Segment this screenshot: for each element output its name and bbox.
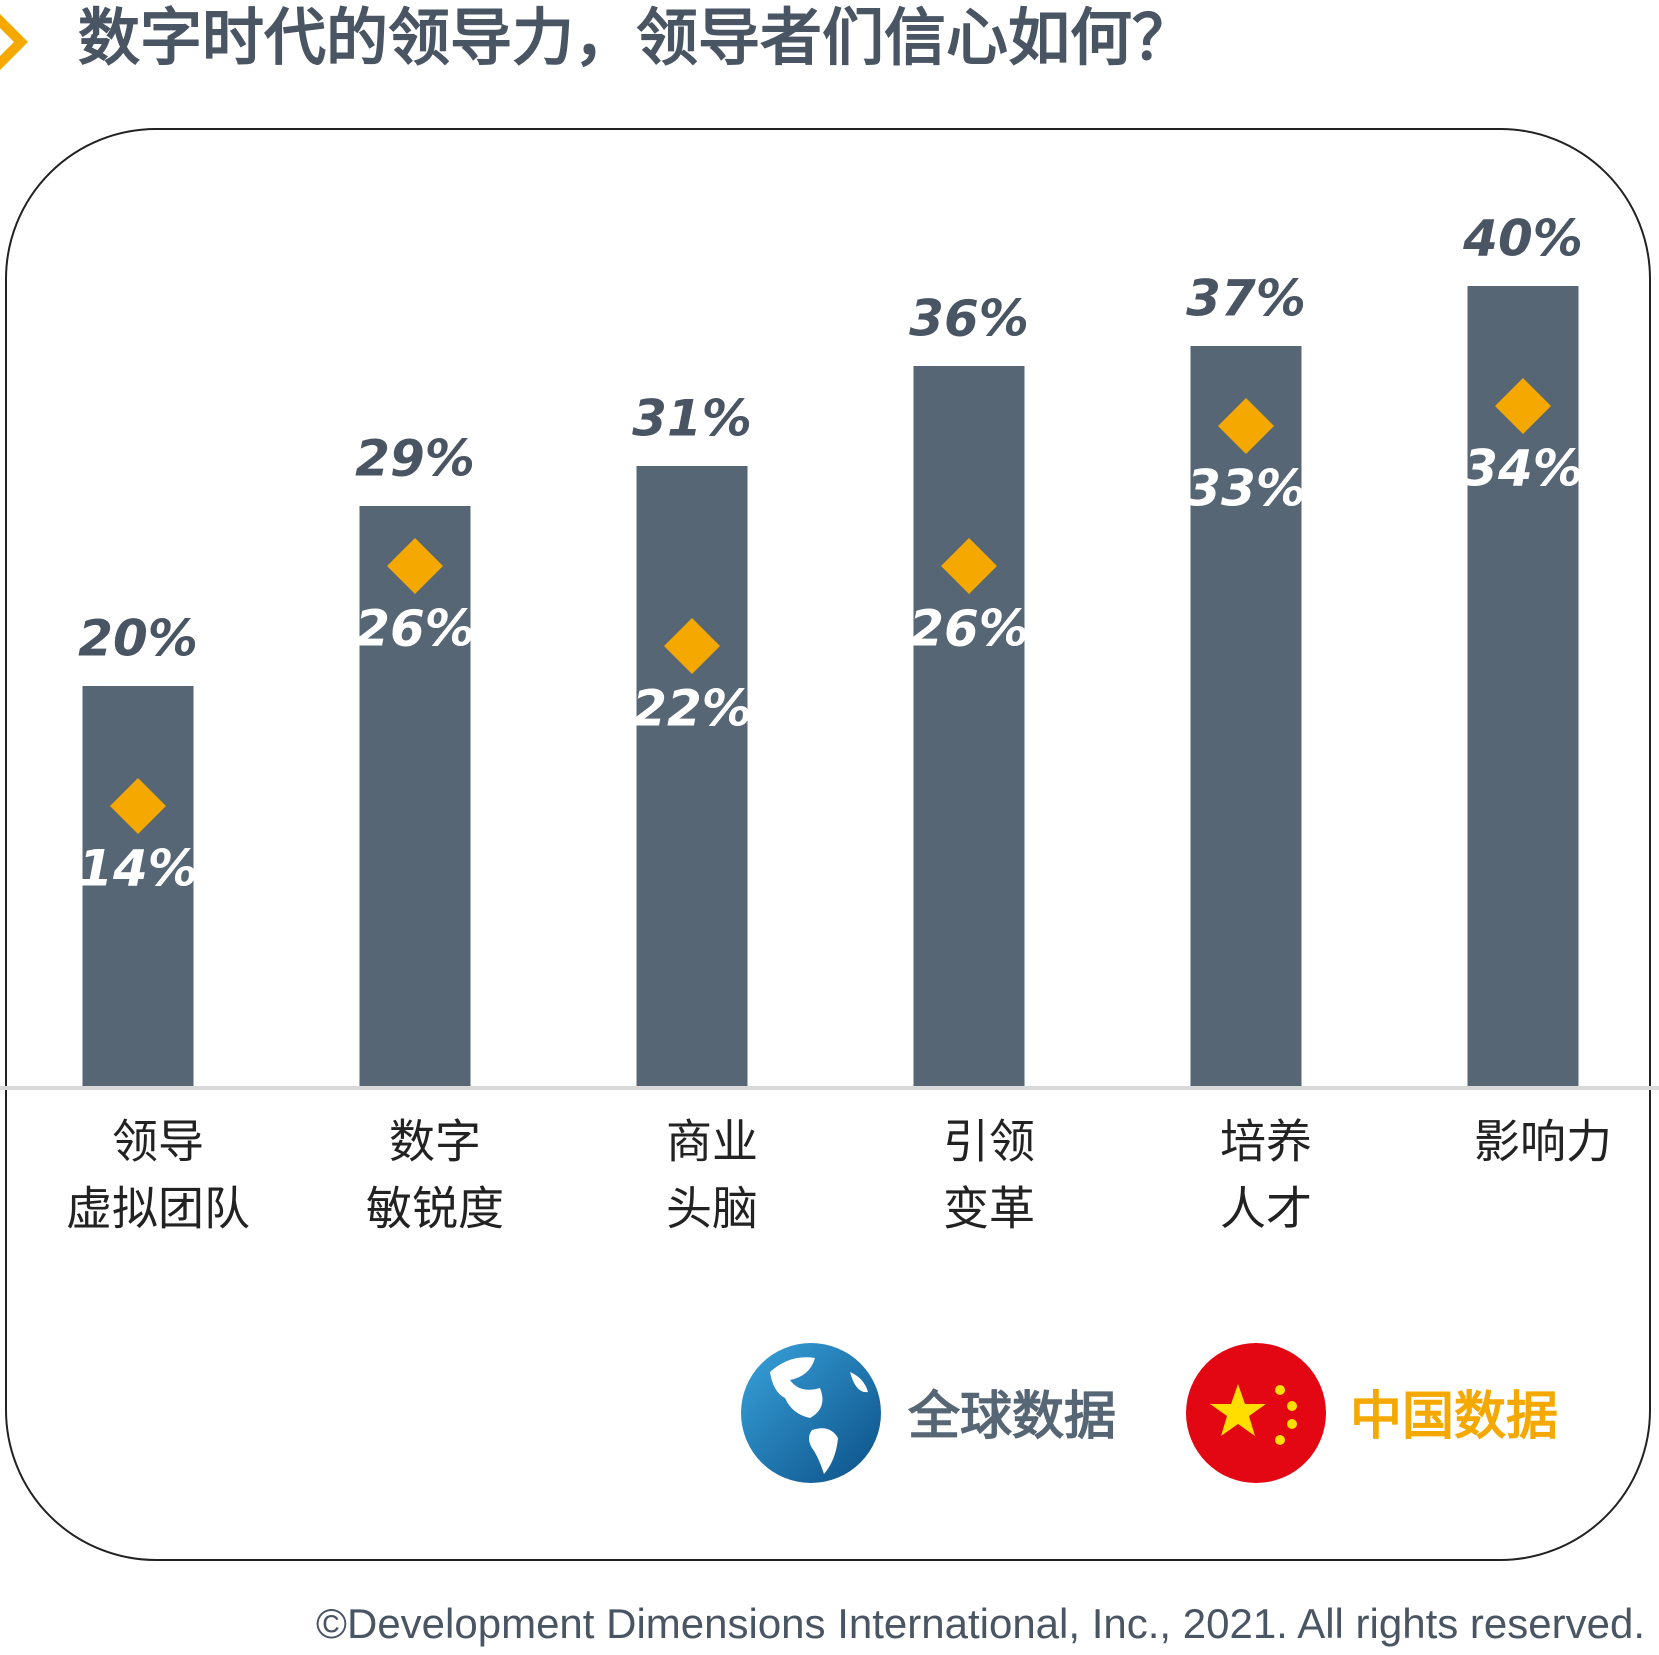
value-label: 40% xyxy=(1462,210,1583,268)
value-label: 20% xyxy=(78,610,198,668)
category-label: 培养 xyxy=(1220,1115,1312,1169)
legend-label: 中国数据 xyxy=(1350,1387,1558,1447)
category-label: 商业 xyxy=(666,1115,758,1169)
diamond-marker xyxy=(110,778,166,834)
bar xyxy=(913,366,1025,1086)
value-label: 36% xyxy=(909,290,1029,348)
value-label: 26% xyxy=(909,600,1029,658)
category-label: 人才 xyxy=(1220,1182,1312,1236)
diamond-marker xyxy=(1495,378,1551,434)
legend-globe-icon xyxy=(741,1343,881,1483)
value-label: 26% xyxy=(355,600,475,658)
value-label: 14% xyxy=(78,840,198,898)
category-label: 影响力 xyxy=(1474,1115,1612,1169)
value-label: 37% xyxy=(1186,270,1306,328)
copyright: ©Development Dimensions International, I… xyxy=(316,1600,1645,1647)
diamond-marker xyxy=(1218,398,1274,454)
title-chevron xyxy=(0,14,28,70)
category-label: 敏锐度 xyxy=(366,1182,504,1236)
value-label: 29% xyxy=(355,430,475,488)
legend-label: 全球数据 xyxy=(907,1387,1116,1447)
value-label: 31% xyxy=(632,390,752,448)
bar xyxy=(1190,346,1302,1086)
legend-china-icon xyxy=(1186,1343,1326,1483)
diamond-marker xyxy=(387,538,443,594)
category-label: 引领 xyxy=(943,1115,1035,1169)
category-label: 数字 xyxy=(389,1115,481,1169)
value-label: 22% xyxy=(632,680,752,738)
bar xyxy=(82,686,194,1086)
value-label: 33% xyxy=(1186,460,1306,518)
category-label: 虚拟团队 xyxy=(66,1182,250,1236)
chart-title: 数字时代的领导力，领导者们信心如何？ xyxy=(78,1,1194,74)
category-label: 变革 xyxy=(943,1182,1035,1236)
diamond-marker xyxy=(664,618,720,674)
chart-frame xyxy=(5,128,1651,1561)
bar xyxy=(359,506,471,1086)
category-label: 头脑 xyxy=(666,1182,758,1236)
diamond-marker xyxy=(941,538,997,594)
bar xyxy=(636,466,748,1086)
category-label: 领导 xyxy=(112,1115,204,1169)
value-label: 34% xyxy=(1463,440,1583,498)
